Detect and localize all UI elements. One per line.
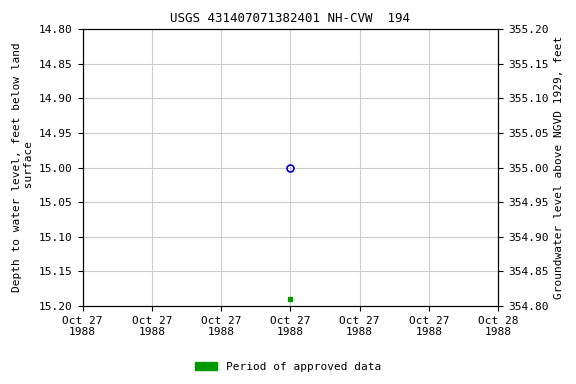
Title: USGS 431407071382401 NH-CVW  194: USGS 431407071382401 NH-CVW 194 <box>170 12 411 25</box>
Y-axis label: Groundwater level above NGVD 1929, feet: Groundwater level above NGVD 1929, feet <box>554 36 564 299</box>
Y-axis label: Depth to water level, feet below land
 surface: Depth to water level, feet below land su… <box>12 43 33 292</box>
Legend: Period of approved data: Period of approved data <box>191 358 385 377</box>
